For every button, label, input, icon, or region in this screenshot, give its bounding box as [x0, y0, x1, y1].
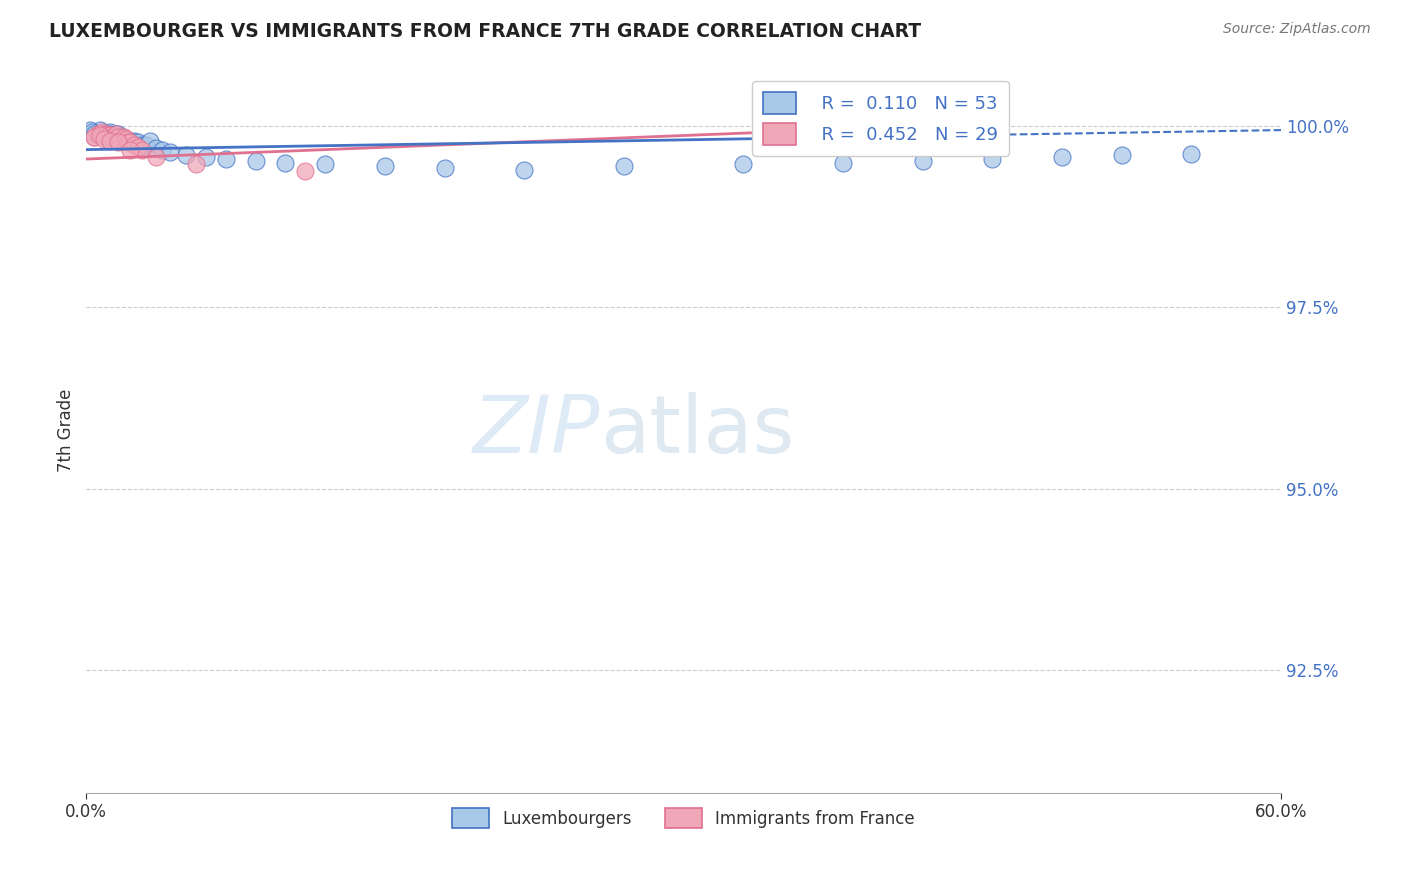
Point [108, 134, 131, 148]
Point [245, 154, 267, 169]
Point [159, 145, 181, 159]
Point [87, 127, 110, 141]
Point [98, 125, 121, 139]
Point [1180, 147, 1202, 161]
Point [127, 136, 149, 150]
Point [98, 128, 121, 143]
Point [911, 154, 934, 169]
Point [121, 136, 143, 150]
Point [96, 127, 118, 141]
Point [112, 132, 135, 146]
Point [139, 134, 162, 148]
Point [96, 127, 118, 141]
Point [120, 136, 142, 150]
Text: atlas: atlas [600, 392, 794, 469]
Point [83, 130, 105, 145]
Point [145, 141, 167, 155]
Point [89, 128, 111, 143]
Point [111, 130, 134, 145]
Point [103, 130, 125, 145]
Point [174, 148, 197, 162]
Point [111, 134, 134, 148]
Point [135, 137, 157, 152]
Point [108, 130, 131, 145]
Point [97, 128, 120, 143]
Point [294, 164, 316, 178]
Y-axis label: 7th Grade: 7th Grade [58, 389, 75, 472]
Point [117, 134, 139, 148]
Point [115, 134, 138, 148]
Point [89, 123, 111, 137]
Point [120, 143, 142, 157]
Point [103, 130, 125, 145]
Text: LUXEMBOURGER VS IMMIGRANTS FROM FRANCE 7TH GRADE CORRELATION CHART: LUXEMBOURGER VS IMMIGRANTS FROM FRANCE 7… [49, 22, 921, 41]
Point [120, 134, 142, 148]
Point [112, 130, 135, 145]
Point [150, 143, 173, 157]
Text: Source: ZipAtlas.com: Source: ZipAtlas.com [1223, 22, 1371, 37]
Point [83, 130, 105, 145]
Point [981, 152, 1004, 166]
Point [131, 137, 153, 152]
Text: ZIP: ZIP [472, 392, 600, 469]
Point [83, 127, 105, 141]
Point [274, 155, 297, 169]
Point [194, 150, 217, 164]
Point [105, 127, 128, 141]
Point [98, 127, 121, 141]
Point [84, 127, 107, 141]
Point [832, 155, 855, 169]
Point [93, 128, 115, 143]
Point [374, 159, 396, 173]
Point [98, 134, 121, 148]
Point [107, 134, 129, 148]
Point [101, 128, 124, 143]
Legend: Luxembourgers, Immigrants from France: Luxembourgers, Immigrants from France [446, 801, 921, 835]
Point [79, 123, 101, 137]
Point [93, 132, 115, 146]
Point [117, 136, 139, 150]
Point [91, 125, 114, 139]
Point [1050, 150, 1073, 164]
Point [131, 143, 153, 157]
Point [82, 125, 104, 139]
Point [1111, 148, 1133, 162]
Point [107, 136, 129, 150]
Point [145, 150, 167, 164]
Point [215, 152, 238, 166]
Point [91, 127, 114, 141]
Point [97, 128, 120, 143]
Point [122, 137, 145, 152]
Point [97, 130, 120, 145]
Point [115, 134, 138, 148]
Point [733, 157, 755, 171]
Point [93, 127, 115, 141]
Point [613, 159, 636, 173]
Point [122, 134, 145, 148]
Point [105, 128, 128, 143]
Point [184, 157, 207, 171]
Point [314, 157, 336, 171]
Point [433, 161, 456, 176]
Point [101, 130, 124, 145]
Point [127, 139, 149, 153]
Point [107, 130, 129, 145]
Point [513, 162, 536, 177]
Point [105, 127, 128, 141]
Point [101, 130, 124, 145]
Point [115, 132, 138, 146]
Point [96, 130, 118, 145]
Point [107, 127, 129, 141]
